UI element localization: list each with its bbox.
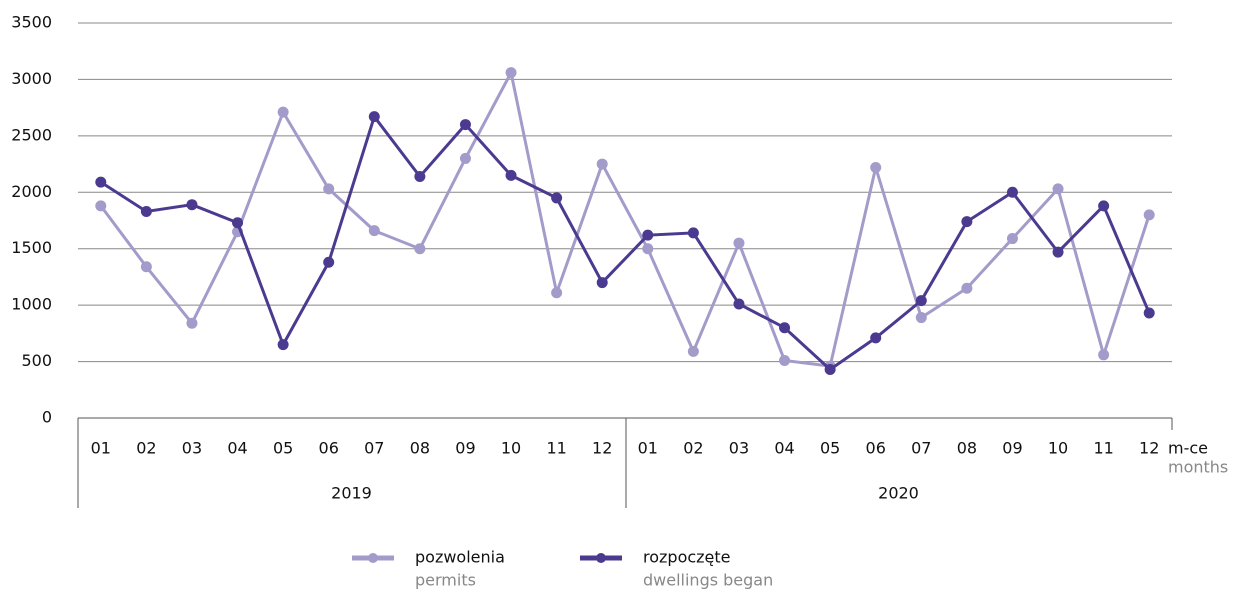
data-point <box>323 256 335 268</box>
legend-swatch-dot <box>596 553 606 563</box>
x-tick-label: 12 <box>592 439 612 458</box>
x-tick-label: 07 <box>911 439 931 458</box>
data-point <box>551 287 563 299</box>
data-point <box>1006 233 1018 245</box>
data-point <box>779 322 791 334</box>
x-tick-label: 12 <box>1139 439 1159 458</box>
x-tick-label: 04 <box>774 439 794 458</box>
y-tick-label: 1000 <box>11 295 52 314</box>
data-point <box>779 354 791 366</box>
series-line <box>99 68 1151 368</box>
y-tick-label: 3500 <box>11 13 52 32</box>
legend-label-en: permits <box>415 571 476 590</box>
y-tick-label: 2500 <box>11 125 52 144</box>
x-tick-label: 06 <box>319 439 339 458</box>
x-tick-label: 07 <box>364 439 384 458</box>
data-point <box>95 176 107 188</box>
x-tick-label: 04 <box>227 439 247 458</box>
x-tick-label: 09 <box>455 439 475 458</box>
y-tick-label: 3000 <box>11 69 52 88</box>
data-point <box>733 237 745 249</box>
data-point <box>961 282 973 294</box>
data-point <box>368 225 380 237</box>
data-point <box>232 217 244 229</box>
data-point <box>1143 209 1155 221</box>
x-tick-label: 08 <box>957 439 977 458</box>
x-tick-label: 08 <box>410 439 430 458</box>
data-point <box>687 345 699 357</box>
legend-label: pozwolenia <box>415 548 505 567</box>
data-point <box>870 332 882 344</box>
data-point <box>323 183 335 195</box>
data-point <box>186 199 198 211</box>
data-point <box>915 312 927 324</box>
data-point <box>961 216 973 228</box>
data-point <box>505 169 517 181</box>
year-label: 2020 <box>878 484 919 503</box>
data-point <box>642 229 654 241</box>
data-point <box>596 158 608 170</box>
data-point <box>1143 307 1155 319</box>
data-point <box>140 261 152 273</box>
data-point <box>596 277 608 289</box>
data-point <box>733 298 745 310</box>
x-tick-label: 11 <box>546 439 566 458</box>
x-tick-label: 01 <box>91 439 111 458</box>
data-point <box>459 152 471 164</box>
data-point <box>368 111 380 123</box>
y-tick-label: 1500 <box>11 238 52 257</box>
x-tick-label: 03 <box>182 439 202 458</box>
data-point <box>95 200 107 212</box>
data-point <box>824 363 836 375</box>
x-tick-label: 11 <box>1093 439 1113 458</box>
x-tick-label: 09 <box>1002 439 1022 458</box>
data-point <box>915 295 927 307</box>
data-point <box>505 67 517 79</box>
data-point <box>277 339 289 351</box>
data-point <box>459 119 471 131</box>
x-axis-label-en: months <box>1168 458 1228 477</box>
x-tick-label: 03 <box>729 439 749 458</box>
data-point <box>277 106 289 118</box>
year-label: 2019 <box>331 484 372 503</box>
data-point <box>140 205 152 217</box>
data-point <box>1006 186 1018 198</box>
data-point <box>1098 349 1110 361</box>
y-tick-label: 2000 <box>11 182 52 201</box>
x-tick-label: 06 <box>866 439 886 458</box>
x-tick-label: 05 <box>820 439 840 458</box>
series-line <box>99 113 1151 372</box>
data-point <box>1098 200 1110 212</box>
data-point <box>1052 246 1064 258</box>
x-tick-label: 02 <box>683 439 703 458</box>
data-point <box>551 192 563 204</box>
data-point <box>642 243 654 255</box>
legend-swatch-dot <box>368 553 378 563</box>
x-tick-label: 10 <box>1048 439 1068 458</box>
legend-label-en: dwellings began <box>643 571 773 590</box>
x-tick-label: 02 <box>136 439 156 458</box>
data-point <box>870 161 882 173</box>
y-tick-label: 500 <box>21 351 52 370</box>
data-point <box>186 317 198 329</box>
legend-label: rozpoczęte <box>643 548 731 567</box>
x-axis-label: m-ce <box>1168 439 1208 458</box>
data-point <box>414 243 426 255</box>
data-point <box>1052 183 1064 195</box>
data-point <box>687 227 699 239</box>
y-tick-label: 0 <box>42 408 52 427</box>
data-point <box>414 170 426 182</box>
x-tick-label: 05 <box>273 439 293 458</box>
x-tick-label: 10 <box>501 439 521 458</box>
x-tick-label: 01 <box>638 439 658 458</box>
